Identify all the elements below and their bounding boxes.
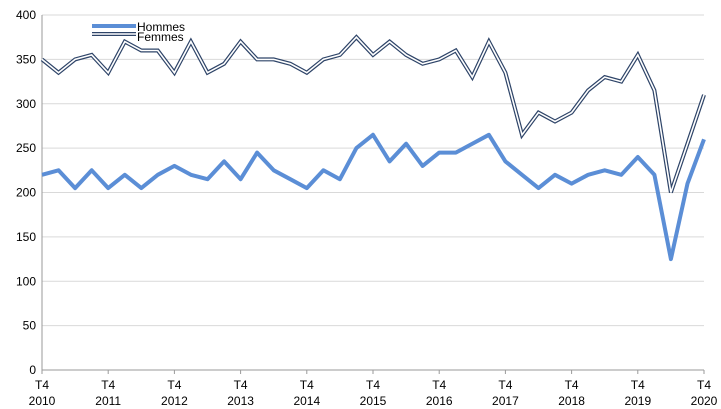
x-tick-label-year: 2018 <box>558 394 585 408</box>
x-tick-label-year: 2015 <box>360 394 387 408</box>
x-tick-label-year: 2020 <box>691 394 718 408</box>
x-tick-label-year: 2017 <box>492 394 519 408</box>
x-tick-label-year: 2014 <box>293 394 320 408</box>
legend: Hommes Femmes <box>92 20 185 44</box>
y-tick-label: 300 <box>16 97 36 111</box>
y-tick-label: 400 <box>16 8 36 22</box>
x-tick-label-year: 2019 <box>624 394 651 408</box>
x-tick-label-quarter: T4 <box>432 378 446 392</box>
x-tick-label-quarter: T4 <box>631 378 645 392</box>
y-tick-label: 150 <box>16 230 36 244</box>
x-tick-label-quarter: T4 <box>167 378 181 392</box>
gridlines <box>41 14 704 371</box>
x-tick-label-year: 2011 <box>95 394 121 408</box>
y-tick-label: 100 <box>16 274 36 288</box>
series-lines <box>40 34 706 262</box>
x-axis-ticks: T4 2010 T4 2011 T4 2012 T4 2013 T4 2014 T4 2015 T4 20… <box>29 370 718 408</box>
x-tick-label-year: 2010 <box>29 394 56 408</box>
legend-label-hommes: Hommes <box>137 20 185 34</box>
x-tick-label-quarter: T4 <box>101 378 115 392</box>
y-tick-label: 350 <box>16 52 36 66</box>
x-tick-label-year: 2016 <box>426 394 453 408</box>
x-tick-label-quarter: T4 <box>498 378 512 392</box>
x-tick-label-quarter: T4 <box>35 378 49 392</box>
x-tick-label-quarter: T4 <box>300 378 314 392</box>
x-tick-label-quarter: T4 <box>366 378 380 392</box>
legend-label-femmes: Femmes <box>137 30 184 44</box>
series-line-femmes-inner <box>41 36 705 193</box>
y-tick-label: 200 <box>16 186 36 200</box>
y-axis-ticks: 0 50 100 150 200 250 300 350 400 <box>16 8 36 377</box>
series-line-hommes <box>41 132 706 262</box>
y-tick-label: 50 <box>23 319 37 333</box>
x-tick-label-year: 2013 <box>227 394 254 408</box>
x-tick-label-quarter: T4 <box>697 378 711 392</box>
x-tick-label-quarter: T4 <box>234 378 248 392</box>
y-tick-label: 250 <box>16 141 36 155</box>
y-tick-label: 0 <box>29 363 36 377</box>
x-tick-label-quarter: T4 <box>565 378 579 392</box>
x-tick-label-year: 2012 <box>161 394 188 408</box>
